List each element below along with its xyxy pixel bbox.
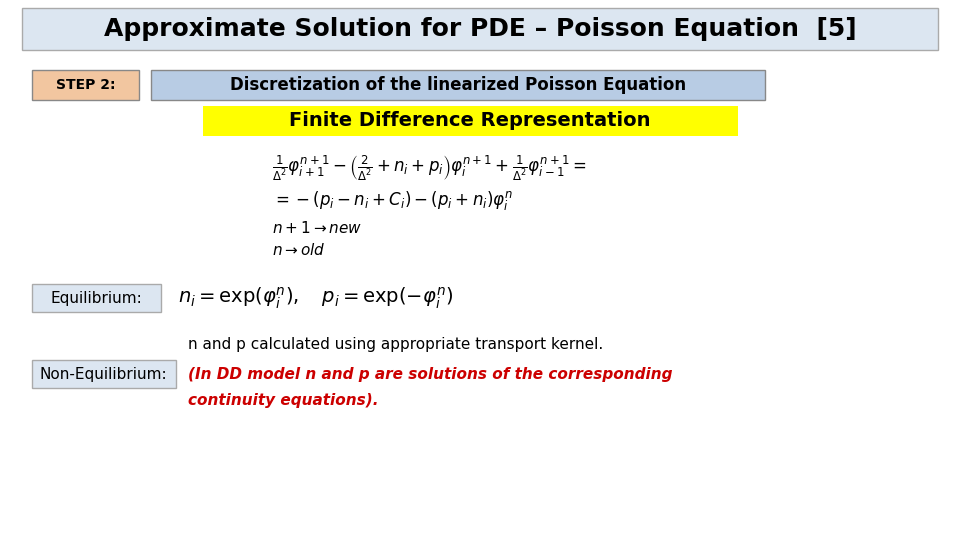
Text: $= -(p_i - n_i + C_i) - (p_i + n_i)\varphi_i^n$: $= -(p_i - n_i + C_i) - (p_i + n_i)\varp… xyxy=(272,188,513,212)
Text: Non-Equilibrium:: Non-Equilibrium: xyxy=(39,367,167,381)
FancyBboxPatch shape xyxy=(151,70,765,100)
Text: STEP 2:: STEP 2: xyxy=(56,78,115,92)
Text: Discretization of the linearized Poisson Equation: Discretization of the linearized Poisson… xyxy=(230,76,686,94)
FancyBboxPatch shape xyxy=(32,284,161,312)
FancyBboxPatch shape xyxy=(32,70,139,100)
Text: $n \rightarrow old$: $n \rightarrow old$ xyxy=(272,242,325,258)
Text: $n+1 \rightarrow new$: $n+1 \rightarrow new$ xyxy=(272,220,362,236)
Text: (In DD model n and p are solutions of the corresponding: (In DD model n and p are solutions of th… xyxy=(187,367,672,381)
Text: Approximate Solution for PDE – Poisson Equation  [5]: Approximate Solution for PDE – Poisson E… xyxy=(104,17,856,41)
FancyBboxPatch shape xyxy=(203,106,737,136)
FancyBboxPatch shape xyxy=(32,360,176,388)
Text: n and p calculated using appropriate transport kernel.: n and p calculated using appropriate tra… xyxy=(187,336,603,352)
Text: Equilibrium:: Equilibrium: xyxy=(51,291,142,306)
Text: continuity equations).: continuity equations). xyxy=(187,393,378,408)
Text: Finite Difference Representation: Finite Difference Representation xyxy=(289,111,651,131)
Text: $\frac{1}{\Delta^2}\varphi_{i+1}^{n+1} - \left(\frac{2}{\Delta^2} + n_i + p_i\ri: $\frac{1}{\Delta^2}\varphi_{i+1}^{n+1} -… xyxy=(272,153,587,183)
Text: $n_i = \exp(\varphi_i^n), \quad p_i = \exp(-\varphi_i^n)$: $n_i = \exp(\varphi_i^n), \quad p_i = \e… xyxy=(178,285,453,310)
FancyBboxPatch shape xyxy=(22,8,938,50)
